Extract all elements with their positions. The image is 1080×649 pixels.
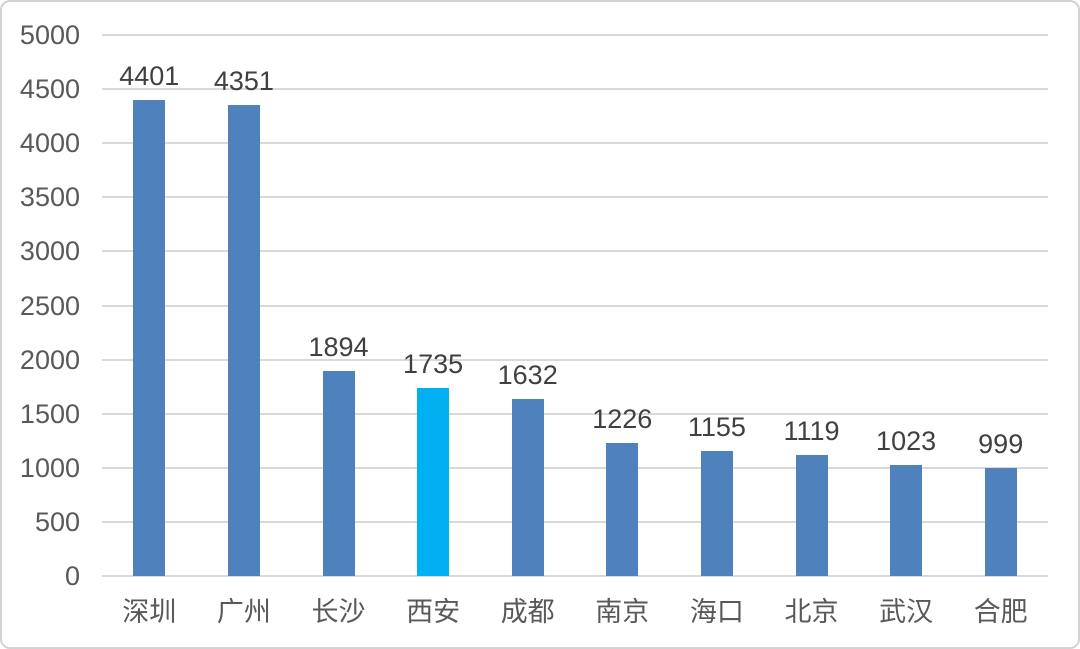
y-axis-tick-label: 3000 [19,236,80,267]
gridline [102,196,1048,199]
y-axis-tick-label: 1500 [19,398,80,429]
x-axis-category-label: 广州 [216,597,271,627]
bar [984,467,1017,576]
gridline [102,142,1048,145]
gridline [102,412,1048,415]
bar [890,465,923,576]
bar-value-label: 1023 [876,426,937,457]
x-axis-category-label: 海口 [689,597,744,627]
gridline [102,250,1048,253]
gridline [102,466,1048,469]
x-axis-line [102,575,1048,577]
y-axis-tick-label: 2500 [19,290,80,321]
x-axis-category-label: 合肥 [973,597,1028,627]
y-axis-tick-label: 2000 [19,344,80,375]
bar [511,399,544,576]
x-axis-category-label: 长沙 [311,597,366,627]
bar-value-label: 4401 [119,60,180,91]
bar-value-label: 1226 [592,404,653,435]
bar-value-label: 1735 [403,349,464,380]
bar-value-label: 1632 [497,360,558,391]
x-axis-category-label: 北京 [784,597,839,627]
bar-value-label: 999 [978,428,1024,459]
gridline [102,520,1048,523]
bar [227,105,260,576]
y-axis-tick-label: 5000 [19,20,80,50]
bar [133,99,166,576]
y-axis-tick-label: 4500 [19,74,80,105]
y-axis-tick-label: 4000 [19,128,80,159]
y-axis-tick-label: 3500 [19,182,80,213]
gridline [102,88,1048,91]
x-axis-category-label: 武汉 [879,597,934,627]
x-axis-category-label: 南京 [595,597,650,627]
y-axis-tick-label: 1000 [19,452,80,483]
gridline [102,304,1048,307]
x-axis-category-label: 深圳 [122,597,177,627]
bar-value-label: 1894 [308,332,369,363]
bar-highlighted [417,388,450,576]
bar [795,454,828,576]
bar-value-label: 1155 [687,412,746,443]
bar-value-label: 4351 [213,66,274,97]
bar [606,443,639,576]
gridline [102,34,1048,36]
bar [700,451,733,576]
x-axis-category-label: 成都 [500,597,555,627]
gridline [102,358,1048,361]
bar-value-label: 1119 [783,415,840,446]
x-axis-category-label: 西安 [406,597,461,627]
bar [322,371,355,576]
y-axis-tick-label: 500 [34,506,80,537]
y-axis-tick-label: 0 [64,561,80,591]
